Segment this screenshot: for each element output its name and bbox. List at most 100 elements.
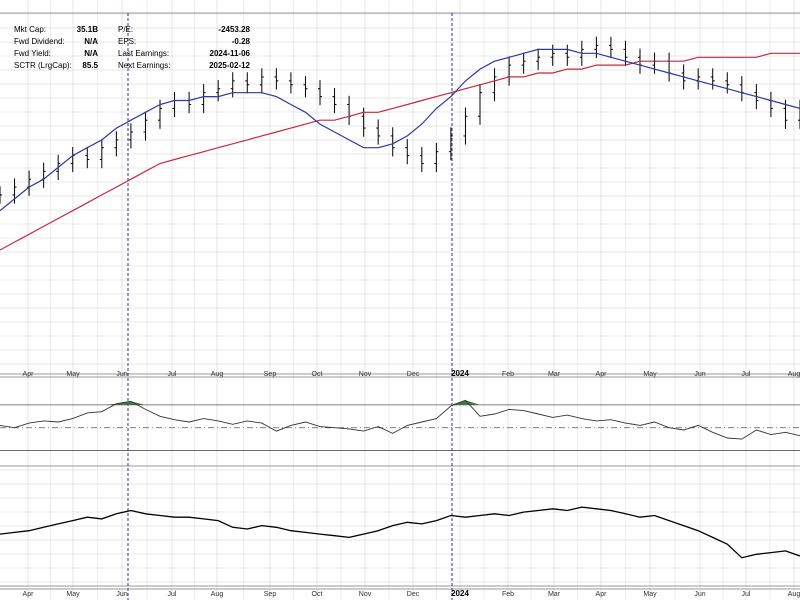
oscillator-panel <box>0 399 800 451</box>
price-bar <box>696 68 701 90</box>
x-tick-label: Sep <box>264 591 277 598</box>
price-bar <box>201 84 206 114</box>
fundamental-value: 2025-02-12 <box>209 61 250 70</box>
price-bar <box>0 186 2 204</box>
price-bar <box>318 80 322 106</box>
x-tick-label: Oct <box>312 371 323 378</box>
event-lines <box>127 13 453 600</box>
price-bar <box>565 44 570 66</box>
x-tick-label: Jul <box>742 371 751 378</box>
price-bar <box>376 119 381 145</box>
price-bar <box>99 139 104 169</box>
price-bar <box>405 139 410 165</box>
price-bar <box>288 72 293 94</box>
x-tick-label: Nov <box>359 371 372 378</box>
price-bar <box>114 131 119 157</box>
price-bar <box>739 76 744 102</box>
price-bar <box>667 52 672 82</box>
fundamental-label: Mkt Cap: <box>14 25 47 34</box>
fundamental-label: P/E: <box>118 25 134 34</box>
overbought-fill <box>450 400 466 405</box>
x-tick-label: Jun <box>116 371 127 378</box>
fundamental-row: Fwd Yield: N/A <box>14 48 98 60</box>
price-bar <box>245 72 250 94</box>
price-bar <box>434 143 439 173</box>
x-tick-label: May <box>66 371 80 378</box>
price-bar <box>768 91 773 118</box>
x-tick-label: May <box>643 371 657 378</box>
x-tick-label: May <box>66 591 80 598</box>
relative-strength-panel <box>0 506 800 559</box>
oscillator-line <box>0 399 800 440</box>
x-tick-label: Dec <box>407 371 420 378</box>
price-bar <box>521 52 526 74</box>
price-bar <box>332 87 337 114</box>
x-tick-label: Oct <box>312 591 323 598</box>
fundamental-label: Fwd Yield: <box>14 49 51 58</box>
x-tick-label: Mar <box>548 591 561 598</box>
price-bar <box>172 91 177 118</box>
fundamental-label: EPS: <box>118 37 137 46</box>
fundamental-row: Last Earnings: 2024-11-06 <box>118 48 250 60</box>
price-bar <box>725 72 730 94</box>
price-bar <box>478 84 482 125</box>
price-bar <box>710 68 715 90</box>
fundamental-label: SCTR (LrgCap): <box>14 61 72 70</box>
x-tick-label: Jun <box>694 371 705 378</box>
price-bar <box>27 170 32 196</box>
price-bar <box>550 44 555 66</box>
fundamental-value: 35.1B <box>76 25 98 34</box>
price-bar <box>259 68 264 94</box>
price-bar <box>187 91 192 114</box>
fundamental-label: Fwd Dividend: <box>14 37 65 46</box>
fundamental-value: 85.5 <box>82 61 98 70</box>
x-tick-label: Mar <box>548 371 561 378</box>
x-tick-label: Aug <box>211 371 224 378</box>
fundamental-value: -0.28 <box>231 37 250 46</box>
x-tick-label: Jul <box>742 591 751 598</box>
x-tick-label: Jun <box>116 591 127 598</box>
x-tick-label: Apr <box>23 591 35 598</box>
moving-average-short-line <box>0 48 800 212</box>
price-bar <box>463 107 468 145</box>
price-bar <box>507 56 512 86</box>
fundamental-value: 2024-11-06 <box>209 49 250 58</box>
moving-average-long-line <box>0 52 800 251</box>
price-bar <box>390 127 395 157</box>
fundamental-label: Next Earnings: <box>118 61 171 70</box>
fundamental-value: N/A <box>84 37 98 46</box>
overbought-fill <box>130 401 146 405</box>
x-tick-label: Nov <box>359 591 372 598</box>
fundamental-row: P/E: -2453.28 <box>118 24 250 36</box>
price-bar <box>143 111 148 141</box>
fundamental-row: Mkt Cap: 35.1B <box>14 24 98 36</box>
price-panel <box>0 36 800 251</box>
price-bar <box>303 76 308 98</box>
price-bar <box>594 36 599 59</box>
fundamental-row: SCTR (LrgCap): 85.5 <box>14 60 98 72</box>
price-bar <box>347 95 352 125</box>
fundamental-row: Next Earnings: 2025-02-12 <box>118 60 250 72</box>
x-tick-label: Aug <box>788 591 800 598</box>
fundamental-row: EPS: -0.28 <box>118 36 250 48</box>
x-tick-label: 2024 <box>451 589 469 598</box>
x-tick-label: Feb <box>502 371 514 378</box>
price-bar <box>41 162 46 188</box>
price-bar <box>216 80 221 102</box>
price-bar <box>419 146 424 173</box>
x-tick-label: May <box>643 591 657 598</box>
price-bar <box>608 36 613 59</box>
x-tick-label: Jul <box>168 591 177 598</box>
x-tick-label: Aug <box>788 371 800 378</box>
fundamental-value: -2453.28 <box>218 25 250 34</box>
relative-strength-line <box>0 506 800 559</box>
x-tick-label: Sep <box>264 371 277 378</box>
x-tick-label: Aug <box>211 591 224 598</box>
price-bar <box>492 68 497 102</box>
x-axis-ticks: Apr May Jun Jul Aug Sep Oct Nov Dec 2024 Feb Mar Apr… <box>23 369 800 598</box>
fundamental-row: Fwd Dividend: N/A <box>14 36 98 48</box>
fundamentals-left: Mkt Cap: 35.1B Fwd Dividend: N/A Fwd Yield… <box>14 24 98 72</box>
